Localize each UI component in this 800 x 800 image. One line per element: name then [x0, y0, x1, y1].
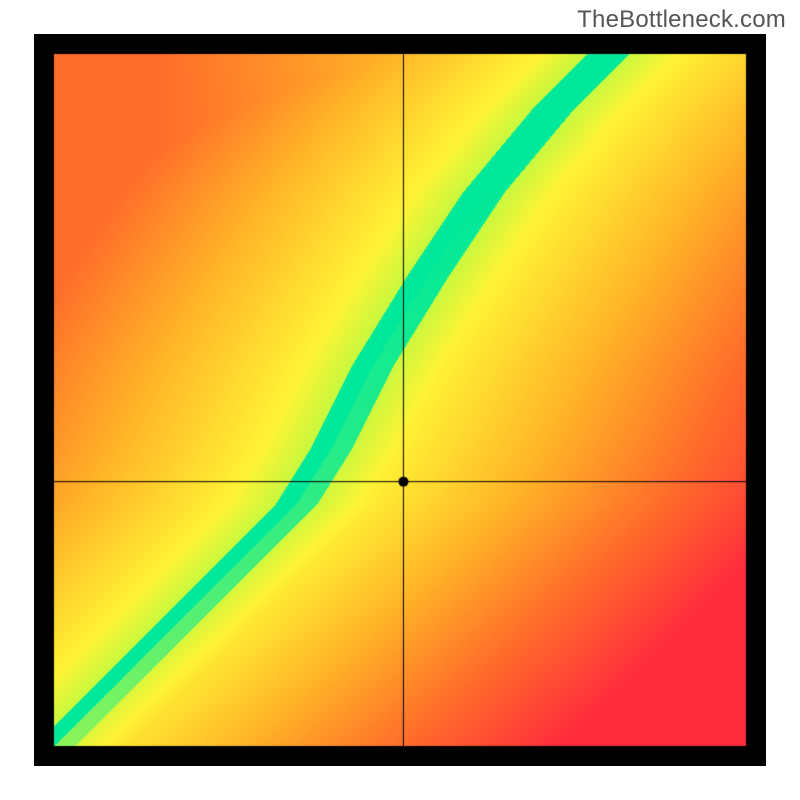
heatmap-canvas — [34, 34, 766, 766]
watermark-text: TheBottleneck.com — [577, 6, 786, 34]
heatmap-plot — [34, 34, 766, 766]
